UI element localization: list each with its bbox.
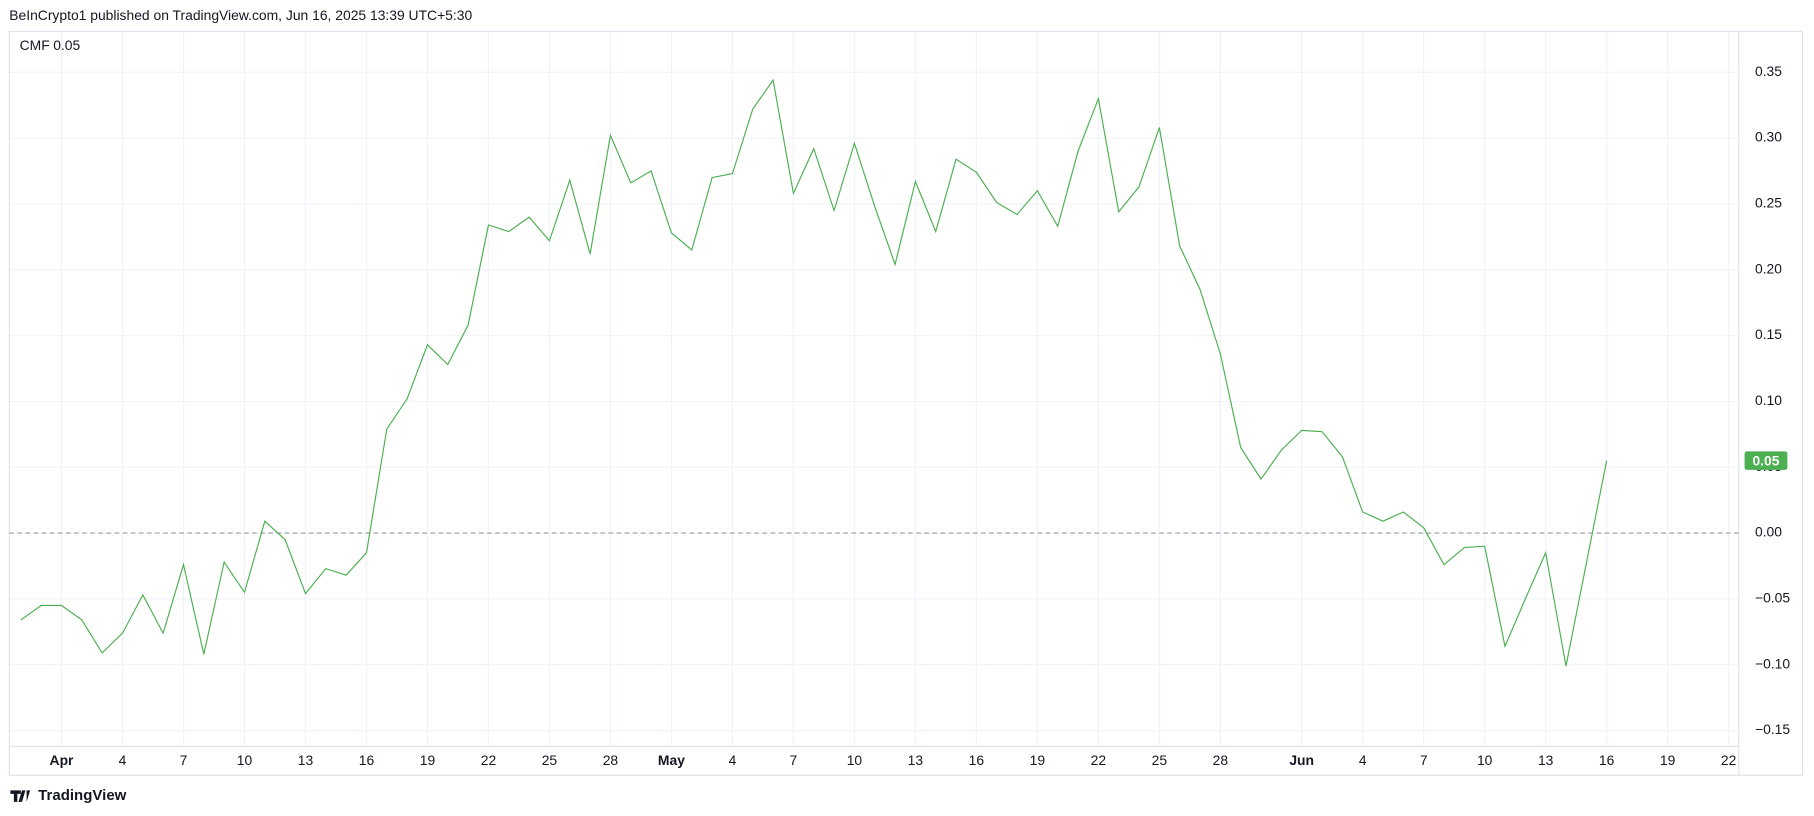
x-tick-label: 19: [420, 752, 436, 768]
x-tick-label: 4: [119, 752, 127, 768]
x-tick-label: 28: [1213, 752, 1229, 768]
x-tick-label: 22: [481, 752, 497, 768]
y-tick-label: 0.10: [1755, 392, 1782, 408]
y-tick-label: −0.05: [1755, 590, 1790, 606]
footer-brand: TradingView: [38, 787, 126, 804]
x-tick-label: 7: [1420, 752, 1428, 768]
y-tick-label: 0.30: [1755, 129, 1782, 145]
x-tick-label: 4: [729, 752, 737, 768]
chart-frame: [8, 30, 1804, 776]
x-tick-label: 7: [180, 752, 188, 768]
x-tick-label: 10: [237, 752, 253, 768]
x-tick-label: 16: [359, 752, 375, 768]
x-tick-label: 13: [1538, 752, 1554, 768]
logo: [10, 790, 31, 802]
y-tick-label: −0.15: [1755, 721, 1790, 737]
x-tick-label: 28: [603, 752, 619, 768]
x-tick-label: 16: [1599, 752, 1615, 768]
x-tick-label: 22: [1721, 752, 1737, 768]
last-value-badge: [1744, 451, 1788, 470]
grid: [9, 31, 1739, 747]
x-tick-label: 10: [1477, 752, 1493, 768]
y-tick-label: −0.10: [1755, 655, 1790, 671]
x-tick-label: 4: [1359, 752, 1367, 768]
x-tick-label: 13: [908, 752, 924, 768]
x-tick-label: 25: [542, 752, 558, 768]
legend-name: CMF: [20, 37, 50, 53]
y-tick-label: 0.35: [1755, 63, 1782, 79]
x-tick-label: 19: [1030, 752, 1046, 768]
x-tick-label: Jun: [1289, 752, 1314, 768]
y-tick-label: 0.00: [1755, 524, 1782, 540]
x-tick-label: 22: [1091, 752, 1107, 768]
x-tick-label: 7: [790, 752, 798, 768]
x-tick-label: 13: [298, 752, 314, 768]
x-tick-label: 25: [1152, 752, 1168, 768]
y-tick-label: 0.20: [1755, 260, 1782, 276]
x-tick-label: Apr: [50, 752, 74, 768]
cmf-line: [20, 78, 1608, 667]
y-tick-label: 0.15: [1755, 326, 1782, 342]
header: BeInCrypto1 published on TradingView.com…: [9, 7, 472, 23]
x-tick-label: 10: [847, 752, 863, 768]
y-tick-label: 0.25: [1755, 195, 1782, 211]
last-value-label: 0.05: [1752, 452, 1779, 468]
legend-value: 0.05: [53, 37, 80, 53]
x-tick-label: May: [658, 752, 685, 768]
x-tick-label: 19: [1660, 752, 1676, 768]
x-tick-label: 16: [969, 752, 985, 768]
